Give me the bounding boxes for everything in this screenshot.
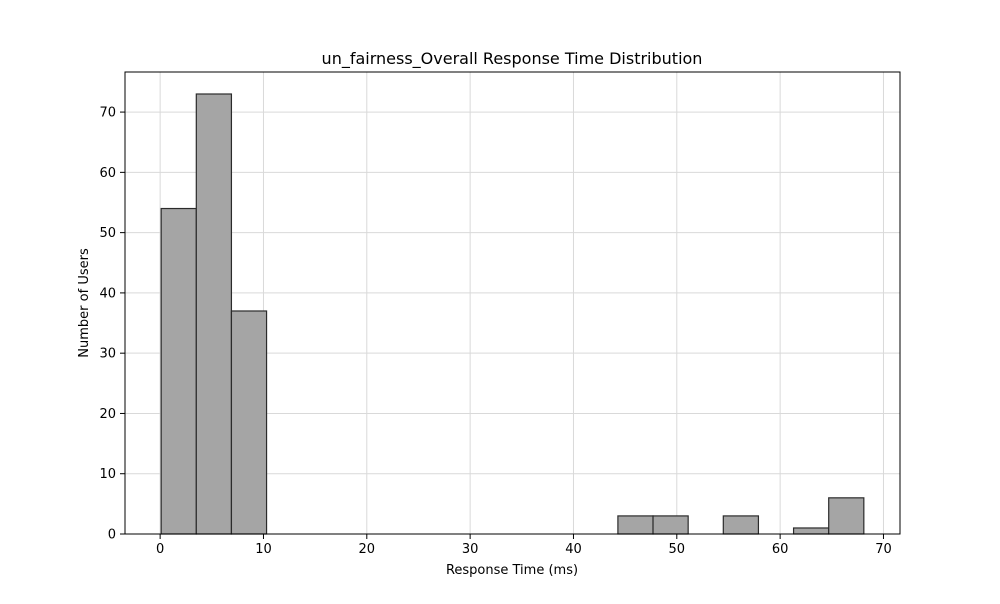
x-tick-label: 0 [156, 542, 164, 557]
y-tick-label: 40 [99, 286, 116, 301]
x-tick-label: 20 [359, 542, 376, 557]
histogram-bar [195, 93, 233, 535]
x-tick-label: 70 [875, 542, 892, 557]
histogram-bar [230, 310, 268, 535]
histogram-bar [828, 497, 865, 535]
y-axis-label: Number of Users [77, 248, 92, 358]
y-tick-label: 70 [99, 106, 116, 121]
x-axis-label: Response Time (ms) [446, 563, 578, 578]
histogram-bar [160, 207, 197, 535]
y-axis-ticks: 0 10 20 30 40 50 60 70 [99, 106, 125, 543]
x-tick-label: 60 [772, 542, 789, 557]
histogram-bar [722, 515, 760, 535]
x-tick-label: 10 [255, 542, 272, 557]
y-tick-label: 30 [99, 347, 116, 362]
y-tick-label: 20 [99, 407, 116, 422]
x-tick-label: 40 [565, 542, 582, 557]
y-tick-label: 50 [99, 226, 116, 241]
histogram-bar [652, 515, 689, 535]
y-tick-label: 0 [108, 528, 116, 543]
y-tick-label: 60 [99, 166, 116, 181]
x-tick-label: 50 [669, 542, 686, 557]
histogram-bar [792, 527, 830, 535]
x-axis-ticks: 0 10 20 30 40 50 60 70 [156, 534, 892, 557]
bars [160, 93, 865, 535]
plot-frame [124, 71, 901, 535]
histogram-bar [617, 515, 654, 535]
chart-title: un_fairness_Overall Response Time Distri… [322, 49, 703, 69]
y-tick-label: 10 [99, 467, 116, 482]
x-tick-label: 30 [462, 542, 479, 557]
